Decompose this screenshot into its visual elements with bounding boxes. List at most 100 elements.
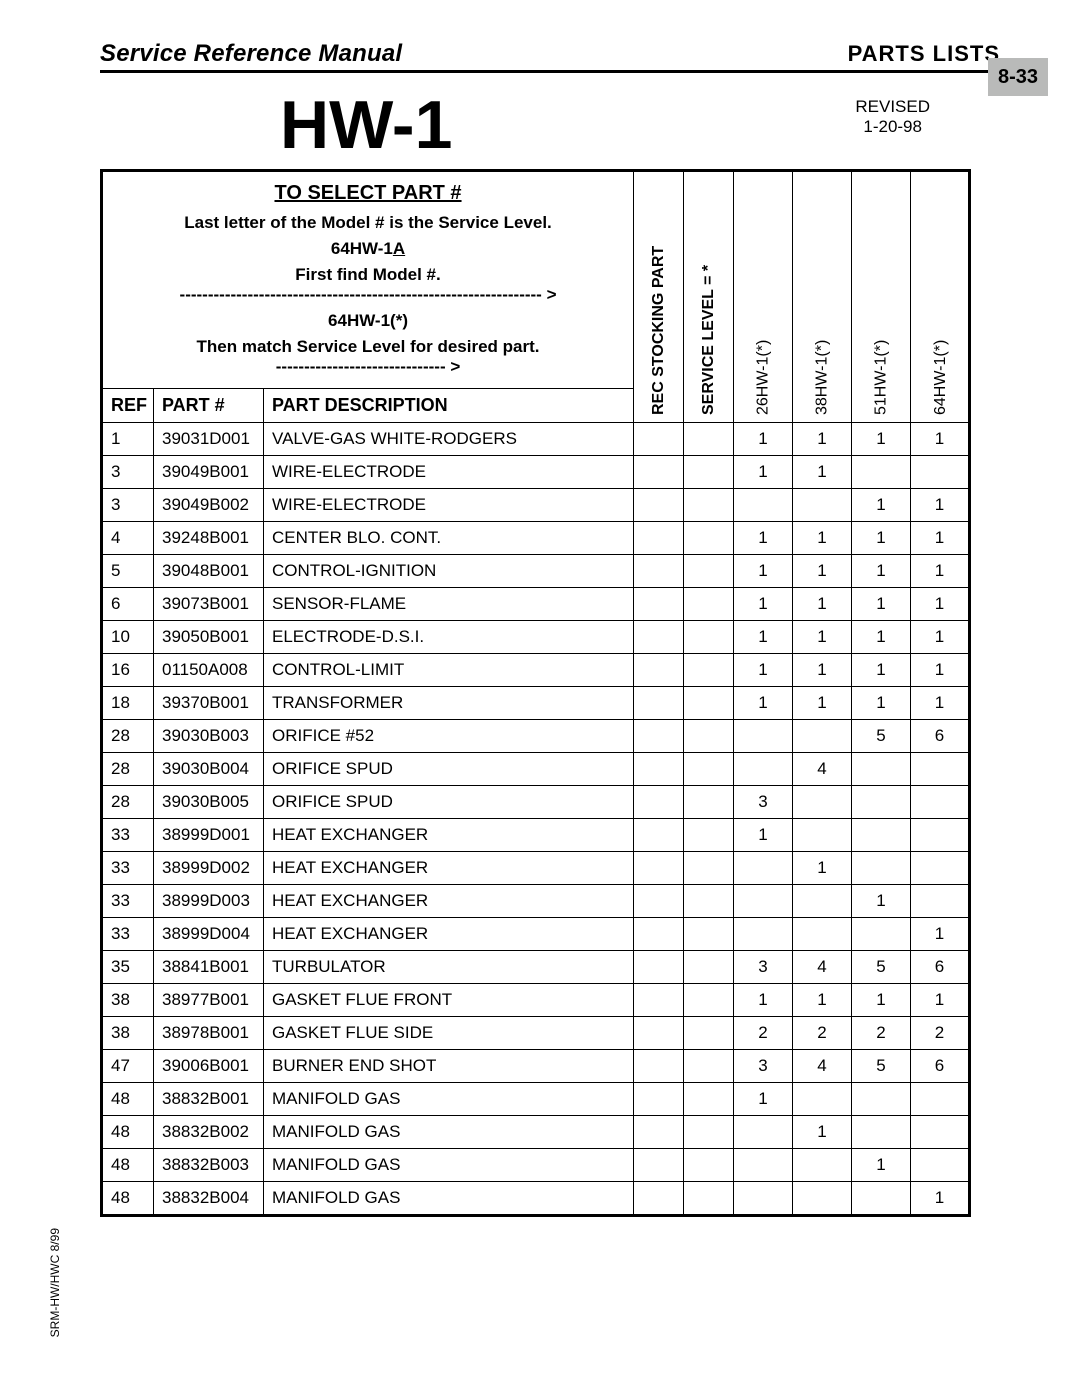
cell-m1: 1 (793, 654, 852, 687)
cell-sl (684, 918, 734, 951)
cell-desc: SENSOR-FLAME (264, 588, 634, 621)
cell-part: 39030B004 (154, 753, 264, 786)
cell-m3 (911, 885, 970, 918)
cell-sl (684, 423, 734, 456)
cell-m3 (911, 753, 970, 786)
cell-ref: 3 (102, 456, 154, 489)
cell-m1: 1 (793, 423, 852, 456)
table-row: 3338999D002HEAT EXCHANGER1 (102, 852, 970, 885)
col-part: PART # (154, 389, 264, 423)
cell-rsp (634, 852, 684, 885)
cell-desc: MANIFOLD GAS (264, 1116, 634, 1149)
header-left: Service Reference Manual (100, 40, 402, 68)
cell-part: 39030B003 (154, 720, 264, 753)
cell-m3: 1 (911, 984, 970, 1017)
cell-ref: 33 (102, 852, 154, 885)
cell-part: 39048B001 (154, 555, 264, 588)
cell-m2: 1 (852, 1149, 911, 1182)
col-desc: PART DESCRIPTION (264, 389, 634, 423)
cell-m3 (911, 1116, 970, 1149)
cell-part: 38999D003 (154, 885, 264, 918)
revised-label: REVISED (855, 97, 930, 117)
table-row: 1839370B001TRANSFORMER1111 (102, 687, 970, 720)
select-line2: First find Model #. --------------------… (117, 265, 619, 305)
cell-part: 38999D004 (154, 918, 264, 951)
cell-m3: 2 (911, 1017, 970, 1050)
cell-desc: CONTROL-LIMIT (264, 654, 634, 687)
cell-part: 39370B001 (154, 687, 264, 720)
cell-m0 (734, 918, 793, 951)
cell-desc: HEAT EXCHANGER (264, 819, 634, 852)
cell-ref: 6 (102, 588, 154, 621)
cell-part: 38977B001 (154, 984, 264, 1017)
table-row: 2839030B005ORIFICE SPUD3 (102, 786, 970, 819)
cell-sl (684, 984, 734, 1017)
cell-m3: 1 (911, 654, 970, 687)
cell-desc: HEAT EXCHANGER (264, 852, 634, 885)
cell-rsp (634, 1149, 684, 1182)
cell-part: 39049B001 (154, 456, 264, 489)
cell-m1: 1 (793, 555, 852, 588)
cell-rsp (634, 984, 684, 1017)
cell-m2: 1 (852, 885, 911, 918)
cell-rsp (634, 720, 684, 753)
cell-m3: 1 (911, 423, 970, 456)
cell-desc: CONTROL-IGNITION (264, 555, 634, 588)
cell-desc: MANIFOLD GAS (264, 1083, 634, 1116)
cell-m3: 1 (911, 588, 970, 621)
cell-m1 (793, 819, 852, 852)
table-row: 4838832B003MANIFOLD GAS1 (102, 1149, 970, 1182)
table-row: 639073B001SENSOR-FLAME1111 (102, 588, 970, 621)
cell-part: 38999D002 (154, 852, 264, 885)
cell-part: 38832B004 (154, 1182, 264, 1216)
cell-m1: 2 (793, 1017, 852, 1050)
cell-m3 (911, 852, 970, 885)
cell-m0: 1 (734, 456, 793, 489)
cell-m3 (911, 1149, 970, 1182)
cell-m2 (852, 1116, 911, 1149)
cell-rsp (634, 555, 684, 588)
cell-m0: 3 (734, 951, 793, 984)
cell-sl (684, 1050, 734, 1083)
cell-m0 (734, 852, 793, 885)
cell-sl (684, 654, 734, 687)
cell-m1: 1 (793, 621, 852, 654)
cell-desc: ORIFICE SPUD (264, 753, 634, 786)
cell-sl (684, 819, 734, 852)
table-row: 3338999D003HEAT EXCHANGER1 (102, 885, 970, 918)
cell-sl (684, 1182, 734, 1216)
cell-m1: 4 (793, 951, 852, 984)
cell-rsp (634, 1083, 684, 1116)
cell-part: 38978B001 (154, 1017, 264, 1050)
cell-m2 (852, 819, 911, 852)
cell-m2: 5 (852, 720, 911, 753)
table-row: 3538841B001TURBULATOR3456 (102, 951, 970, 984)
cell-m1 (793, 489, 852, 522)
cell-m2 (852, 852, 911, 885)
cell-m0 (734, 720, 793, 753)
cell-ref: 48 (102, 1149, 154, 1182)
cell-sl (684, 687, 734, 720)
cell-desc: MANIFOLD GAS (264, 1149, 634, 1182)
cell-rsp (634, 423, 684, 456)
table-row: 1601150A008CONTROL-LIMIT1111 (102, 654, 970, 687)
cell-desc: HEAT EXCHANGER (264, 885, 634, 918)
cell-ref: 3 (102, 489, 154, 522)
cell-desc: GASKET FLUE FRONT (264, 984, 634, 1017)
cell-m2: 1 (852, 588, 911, 621)
cell-m2: 2 (852, 1017, 911, 1050)
cell-sl (684, 852, 734, 885)
cell-m2 (852, 753, 911, 786)
cell-part: 38841B001 (154, 951, 264, 984)
cell-part: 01150A008 (154, 654, 264, 687)
cell-sl (684, 1083, 734, 1116)
cell-ref: 48 (102, 1083, 154, 1116)
cell-m0: 2 (734, 1017, 793, 1050)
cell-m3: 1 (911, 489, 970, 522)
cell-m2: 5 (852, 1050, 911, 1083)
page-title: HW-1 (280, 91, 452, 159)
col-model-2: 51HW-1(*) (852, 171, 911, 423)
table-row: 339049B002WIRE-ELECTRODE11 (102, 489, 970, 522)
cell-m0: 1 (734, 687, 793, 720)
table-row: 4838832B002MANIFOLD GAS1 (102, 1116, 970, 1149)
